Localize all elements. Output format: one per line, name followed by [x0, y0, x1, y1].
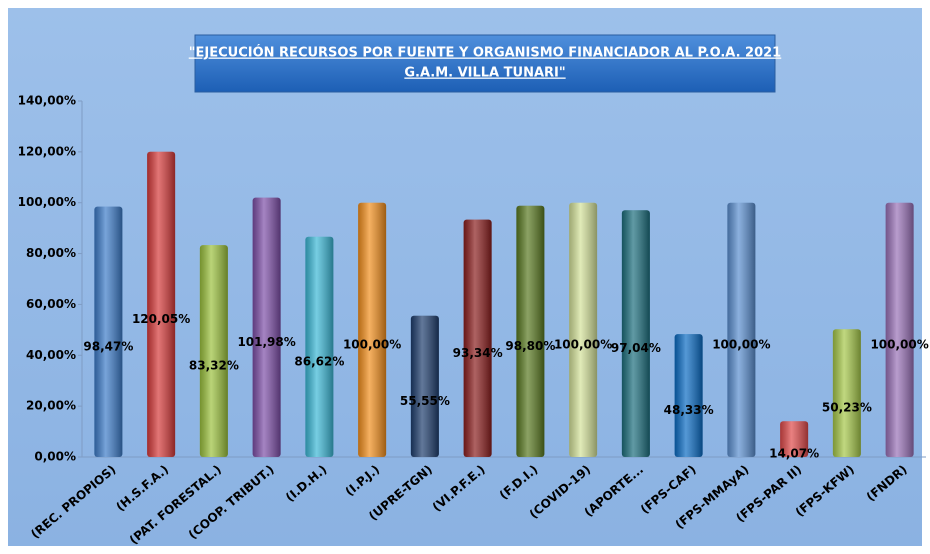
bar — [569, 202, 598, 457]
bar — [674, 334, 703, 457]
bar — [885, 202, 914, 457]
data-label: 93,34% — [453, 346, 503, 360]
y-tick-label: 100,00% — [18, 195, 76, 209]
data-label: 100,00% — [554, 337, 612, 351]
data-label: 101,98% — [237, 335, 295, 349]
data-label: 97,04% — [611, 341, 661, 355]
bar — [410, 315, 439, 457]
bar — [832, 329, 861, 457]
chart-title: G.A.M. VILLA TUNARI" — [404, 66, 565, 81]
y-tick-label: 80,00% — [26, 246, 76, 260]
data-label: 100,00% — [343, 337, 401, 351]
bar — [463, 219, 492, 457]
y-tick-label: 40,00% — [26, 348, 76, 362]
y-tick-label: 120,00% — [18, 144, 76, 158]
y-tick-label: 20,00% — [26, 399, 76, 413]
bar — [199, 245, 228, 457]
data-label: 14,07% — [769, 447, 819, 461]
bar — [252, 197, 281, 457]
data-label: 98,47% — [83, 339, 133, 353]
bar — [147, 151, 176, 458]
bar — [621, 210, 650, 457]
y-tick-label: 140,00% — [18, 94, 76, 108]
data-label: 100,00% — [870, 337, 928, 351]
data-label: 98,80% — [505, 339, 555, 353]
data-label: 48,33% — [664, 403, 714, 417]
chart-title: "EJECUCIÓN RECURSOS POR FUENTE Y ORGANIS… — [189, 45, 781, 61]
data-label: 50,23% — [822, 401, 872, 415]
title-box — [194, 34, 776, 93]
bar — [516, 205, 545, 457]
y-tick-label: 0,00% — [34, 450, 76, 464]
data-label: 55,55% — [400, 394, 450, 408]
data-label: 83,32% — [189, 359, 239, 373]
bar — [305, 236, 334, 457]
y-tick-label: 60,00% — [26, 297, 76, 311]
data-label: 120,05% — [132, 312, 190, 326]
data-label: 86,62% — [294, 354, 344, 368]
bar — [358, 202, 387, 457]
data-label: 100,00% — [712, 337, 770, 351]
bar — [727, 202, 756, 457]
bar — [94, 206, 123, 457]
